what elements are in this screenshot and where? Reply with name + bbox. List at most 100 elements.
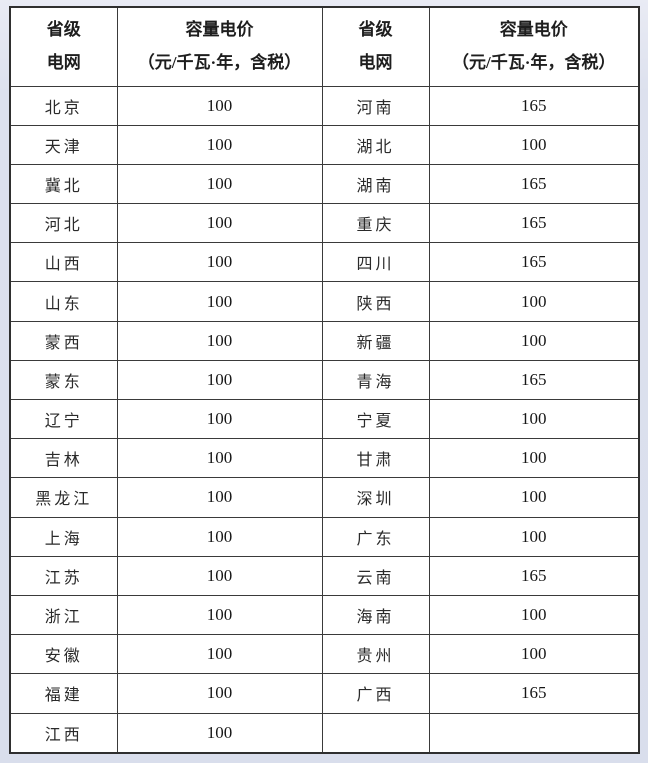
price-cell-left: 100	[116, 398, 323, 440]
province-cell-left: 蒙西	[9, 320, 118, 361]
table-row: 江西 100	[9, 712, 640, 754]
province-cell-left: 冀北	[9, 163, 118, 205]
table-row: 河北 100 重庆 165	[9, 203, 640, 244]
province-cell-right: 甘肃	[321, 438, 430, 479]
province-cell-right: 广西	[321, 673, 430, 714]
price-cell-right: 100	[428, 438, 640, 479]
table-row: 浙江 100 海南 100	[9, 594, 640, 636]
province-cell-left: 山东	[9, 281, 118, 322]
province-cell-right: 云南	[321, 555, 430, 596]
province-cell-right: 重庆	[321, 203, 430, 244]
price-cell-right	[428, 712, 640, 754]
header-province-right-line2: 电网	[358, 53, 393, 73]
price-cell-right: 100	[428, 281, 640, 322]
province-cell-right: 青海	[321, 359, 430, 401]
price-cell-left: 100	[116, 242, 323, 283]
table-row: 安徽 100 贵州 100	[9, 634, 640, 675]
table-header: 省级 电网 容量电价 （元/千瓦·年，含税） 省级 电网 容量电价 （元/千瓦·…	[9, 6, 640, 87]
province-cell-left: 福建	[9, 673, 118, 714]
province-cell-left: 辽宁	[9, 398, 118, 440]
table-row: 蒙东 100 青海 165	[9, 359, 640, 401]
table-body: 北京 100 河南 165 天津 100 湖北 100 冀北 100 湖南 16…	[9, 85, 640, 754]
province-cell-right: 宁夏	[321, 398, 430, 440]
table-row: 江苏 100 云南 165	[9, 555, 640, 596]
capacity-price-table: 省级 电网 容量电价 （元/千瓦·年，含税） 省级 电网 容量电价 （元/千瓦·…	[9, 6, 640, 754]
price-cell-left: 100	[116, 163, 323, 205]
header-row: 省级 电网 容量电价 （元/千瓦·年，含税） 省级 电网 容量电价 （元/千瓦·…	[9, 6, 640, 87]
province-cell-right: 四川	[321, 242, 430, 283]
province-cell-left: 黑龙江	[9, 477, 118, 518]
province-cell-right: 湖南	[321, 163, 430, 205]
table-row: 山西 100 四川 165	[9, 242, 640, 283]
price-cell-left: 100	[116, 594, 323, 636]
province-cell-right: 新疆	[321, 320, 430, 361]
province-cell-right: 海南	[321, 594, 430, 636]
province-cell-left: 天津	[9, 124, 118, 165]
price-cell-left: 100	[116, 359, 323, 401]
header-province-left-line1: 省级	[46, 19, 81, 39]
price-cell-left: 100	[116, 124, 323, 165]
price-cell-left: 100	[116, 634, 323, 675]
table-row: 辽宁 100 宁夏 100	[9, 398, 640, 440]
header-price-right: 容量电价 （元/千瓦·年，含税）	[428, 6, 640, 87]
header-province-right-line1: 省级	[358, 19, 393, 39]
header-price-left-line2: （元/千瓦·年，含税）	[137, 53, 302, 73]
price-cell-right: 165	[428, 359, 640, 401]
province-cell-right: 深圳	[321, 477, 430, 518]
price-cell-right: 165	[428, 85, 640, 126]
price-cell-right: 100	[428, 124, 640, 165]
header-province-left: 省级 电网	[9, 6, 118, 87]
price-cell-right: 165	[428, 203, 640, 244]
table-row: 北京 100 河南 165	[9, 85, 640, 126]
province-cell-right	[321, 712, 430, 754]
province-cell-right: 广东	[321, 516, 430, 557]
price-cell-left: 100	[116, 673, 323, 714]
table-row: 吉林 100 甘肃 100	[9, 438, 640, 479]
price-cell-right: 100	[428, 594, 640, 636]
province-cell-left: 江苏	[9, 555, 118, 596]
price-cell-left: 100	[116, 712, 323, 754]
price-cell-left: 100	[116, 281, 323, 322]
province-cell-right: 陕西	[321, 281, 430, 322]
price-cell-right: 100	[428, 477, 640, 518]
table-row: 天津 100 湖北 100	[9, 124, 640, 165]
scanned-table-sheet: 省级 电网 容量电价 （元/千瓦·年，含税） 省级 电网 容量电价 （元/千瓦·…	[9, 6, 640, 754]
province-cell-left: 河北	[9, 203, 118, 244]
province-cell-left: 蒙东	[9, 359, 118, 401]
table-row: 福建 100 广西 165	[9, 673, 640, 714]
price-cell-right: 165	[428, 163, 640, 205]
province-cell-right: 河南	[321, 85, 430, 126]
province-cell-left: 安徽	[9, 634, 118, 675]
province-cell-right: 贵州	[321, 634, 430, 675]
price-cell-left: 100	[116, 477, 323, 518]
header-province-right: 省级 电网	[321, 6, 430, 87]
province-cell-left: 上海	[9, 516, 118, 557]
header-price-right-line2: （元/千瓦·年，含税）	[452, 53, 616, 73]
price-cell-right: 100	[428, 634, 640, 675]
table-row: 上海 100 广东 100	[9, 516, 640, 557]
province-cell-left: 江西	[9, 712, 118, 754]
price-cell-right: 100	[428, 516, 640, 557]
price-cell-left: 100	[116, 555, 323, 596]
price-cell-left: 100	[116, 320, 323, 361]
table-row: 山东 100 陕西 100	[9, 281, 640, 322]
header-price-right-line1: 容量电价	[499, 19, 568, 39]
price-cell-right: 165	[428, 673, 640, 714]
table-row: 黑龙江 100 深圳 100	[9, 477, 640, 518]
province-cell-right: 湖北	[321, 124, 430, 165]
table-row: 蒙西 100 新疆 100	[9, 320, 640, 361]
price-cell-right: 100	[428, 398, 640, 440]
province-cell-left: 山西	[9, 242, 118, 283]
price-cell-right: 165	[428, 555, 640, 596]
header-price-left: 容量电价 （元/千瓦·年，含税）	[116, 6, 323, 87]
price-cell-right: 100	[428, 320, 640, 361]
province-cell-left: 吉林	[9, 438, 118, 479]
price-cell-left: 100	[116, 516, 323, 557]
header-province-left-line2: 电网	[46, 53, 81, 73]
province-cell-left: 北京	[9, 85, 118, 126]
price-cell-left: 100	[116, 203, 323, 244]
province-cell-left: 浙江	[9, 594, 118, 636]
price-cell-right: 165	[428, 242, 640, 283]
price-cell-left: 100	[116, 85, 323, 126]
header-price-left-line1: 容量电价	[185, 19, 254, 39]
